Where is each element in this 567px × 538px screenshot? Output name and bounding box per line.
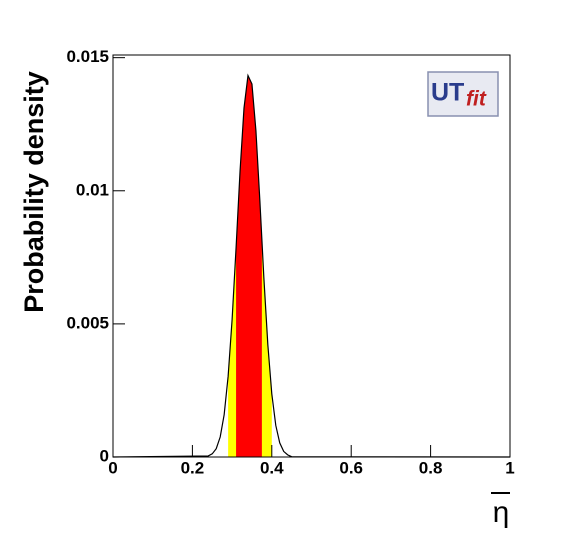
y-tick-label: 0 [100, 446, 109, 465]
y-axis-label: Probability density [19, 71, 49, 313]
logo: UT fit [427, 71, 499, 117]
x-tick-label: 0.6 [339, 458, 363, 477]
credible-region [236, 75, 262, 457]
y-tick-label: 0.01 [76, 180, 109, 199]
credible-region [228, 75, 272, 457]
y-tick-label: 0.015 [66, 47, 109, 66]
y-tick-label: 0.005 [66, 313, 109, 332]
logo-box [427, 71, 499, 117]
density-curve [112, 73, 511, 458]
x-axis-label: η [493, 496, 510, 529]
logo-text: UT [431, 79, 464, 107]
logo-text: fit [466, 88, 487, 111]
x-tick-label: 0.2 [181, 458, 205, 477]
x-tick-label: 0 [108, 458, 117, 477]
x-tick-label: 0.8 [419, 458, 443, 477]
x-tick-label: 0.4 [260, 458, 284, 477]
plot-frame [112, 54, 511, 458]
x-tick-label: 1 [505, 458, 514, 477]
